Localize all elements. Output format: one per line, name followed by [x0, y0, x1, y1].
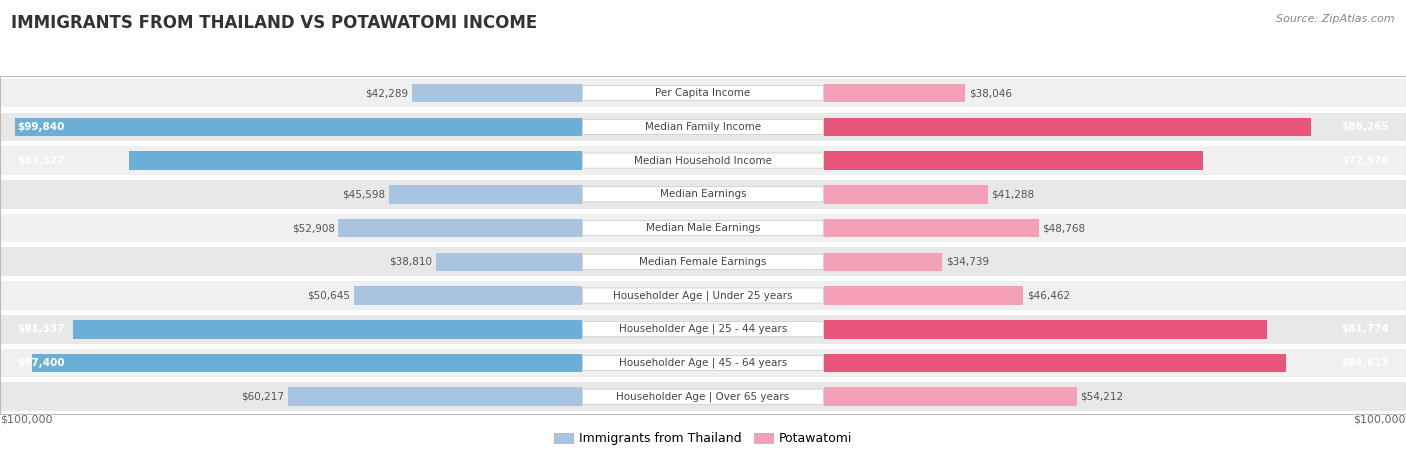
- FancyBboxPatch shape: [824, 151, 1204, 170]
- Text: $99,840: $99,840: [17, 122, 65, 132]
- FancyBboxPatch shape: [582, 119, 824, 134]
- FancyBboxPatch shape: [15, 118, 582, 136]
- FancyBboxPatch shape: [582, 322, 824, 337]
- Text: $52,908: $52,908: [292, 223, 335, 233]
- FancyBboxPatch shape: [73, 320, 582, 339]
- Text: $100,000: $100,000: [0, 414, 52, 424]
- Text: $42,289: $42,289: [366, 88, 408, 98]
- FancyBboxPatch shape: [582, 153, 824, 168]
- FancyBboxPatch shape: [0, 315, 1406, 344]
- FancyBboxPatch shape: [32, 354, 582, 372]
- Legend: Immigrants from Thailand, Potawatomi: Immigrants from Thailand, Potawatomi: [548, 427, 858, 451]
- FancyBboxPatch shape: [0, 113, 1406, 141]
- FancyBboxPatch shape: [582, 389, 824, 404]
- Text: $34,739: $34,739: [946, 257, 988, 267]
- FancyBboxPatch shape: [582, 220, 824, 236]
- FancyBboxPatch shape: [582, 288, 824, 303]
- Text: Median Earnings: Median Earnings: [659, 189, 747, 199]
- FancyBboxPatch shape: [0, 180, 1406, 209]
- FancyBboxPatch shape: [824, 219, 1039, 237]
- FancyBboxPatch shape: [354, 286, 582, 305]
- FancyBboxPatch shape: [824, 253, 942, 271]
- Text: $46,462: $46,462: [1026, 290, 1070, 300]
- Text: $50,645: $50,645: [308, 290, 350, 300]
- Text: $45,598: $45,598: [342, 189, 385, 199]
- FancyBboxPatch shape: [824, 320, 1267, 339]
- FancyBboxPatch shape: [824, 388, 1077, 406]
- FancyBboxPatch shape: [388, 185, 582, 204]
- FancyBboxPatch shape: [824, 84, 966, 102]
- FancyBboxPatch shape: [582, 254, 824, 269]
- Text: $84,613: $84,613: [1341, 358, 1389, 368]
- FancyBboxPatch shape: [129, 151, 582, 170]
- Text: Householder Age | Over 65 years: Householder Age | Over 65 years: [616, 391, 790, 402]
- Text: IMMIGRANTS FROM THAILAND VS POTAWATOMI INCOME: IMMIGRANTS FROM THAILAND VS POTAWATOMI I…: [11, 14, 537, 32]
- Text: $41,288: $41,288: [991, 189, 1035, 199]
- FancyBboxPatch shape: [0, 248, 1406, 276]
- Text: Householder Age | 25 - 44 years: Householder Age | 25 - 44 years: [619, 324, 787, 334]
- FancyBboxPatch shape: [412, 84, 582, 102]
- Text: Source: ZipAtlas.com: Source: ZipAtlas.com: [1277, 14, 1395, 24]
- Text: $88,265: $88,265: [1341, 122, 1389, 132]
- Text: $60,217: $60,217: [242, 392, 284, 402]
- Text: $38,810: $38,810: [389, 257, 432, 267]
- Text: $81,774: $81,774: [1341, 324, 1389, 334]
- Text: $72,576: $72,576: [1341, 156, 1389, 166]
- FancyBboxPatch shape: [0, 214, 1406, 242]
- Text: Householder Age | 45 - 64 years: Householder Age | 45 - 64 years: [619, 358, 787, 368]
- Text: Median Household Income: Median Household Income: [634, 156, 772, 166]
- FancyBboxPatch shape: [824, 354, 1286, 372]
- Text: $38,046: $38,046: [969, 88, 1012, 98]
- Text: $54,212: $54,212: [1080, 392, 1123, 402]
- FancyBboxPatch shape: [339, 219, 582, 237]
- FancyBboxPatch shape: [582, 187, 824, 202]
- FancyBboxPatch shape: [582, 355, 824, 370]
- Text: Median Family Income: Median Family Income: [645, 122, 761, 132]
- Text: $48,768: $48,768: [1043, 223, 1085, 233]
- FancyBboxPatch shape: [288, 388, 582, 406]
- FancyBboxPatch shape: [0, 349, 1406, 377]
- FancyBboxPatch shape: [0, 146, 1406, 175]
- Text: Householder Age | Under 25 years: Householder Age | Under 25 years: [613, 290, 793, 301]
- Text: Per Capita Income: Per Capita Income: [655, 88, 751, 98]
- Text: $91,337: $91,337: [17, 324, 65, 334]
- FancyBboxPatch shape: [824, 185, 987, 204]
- FancyBboxPatch shape: [436, 253, 582, 271]
- Text: $97,400: $97,400: [17, 358, 65, 368]
- FancyBboxPatch shape: [0, 382, 1406, 411]
- Text: Median Male Earnings: Median Male Earnings: [645, 223, 761, 233]
- FancyBboxPatch shape: [824, 286, 1024, 305]
- Text: Median Female Earnings: Median Female Earnings: [640, 257, 766, 267]
- Text: $83,327: $83,327: [17, 156, 65, 166]
- FancyBboxPatch shape: [824, 118, 1312, 136]
- Text: $100,000: $100,000: [1354, 414, 1406, 424]
- FancyBboxPatch shape: [582, 85, 824, 101]
- FancyBboxPatch shape: [0, 79, 1406, 107]
- FancyBboxPatch shape: [0, 281, 1406, 310]
